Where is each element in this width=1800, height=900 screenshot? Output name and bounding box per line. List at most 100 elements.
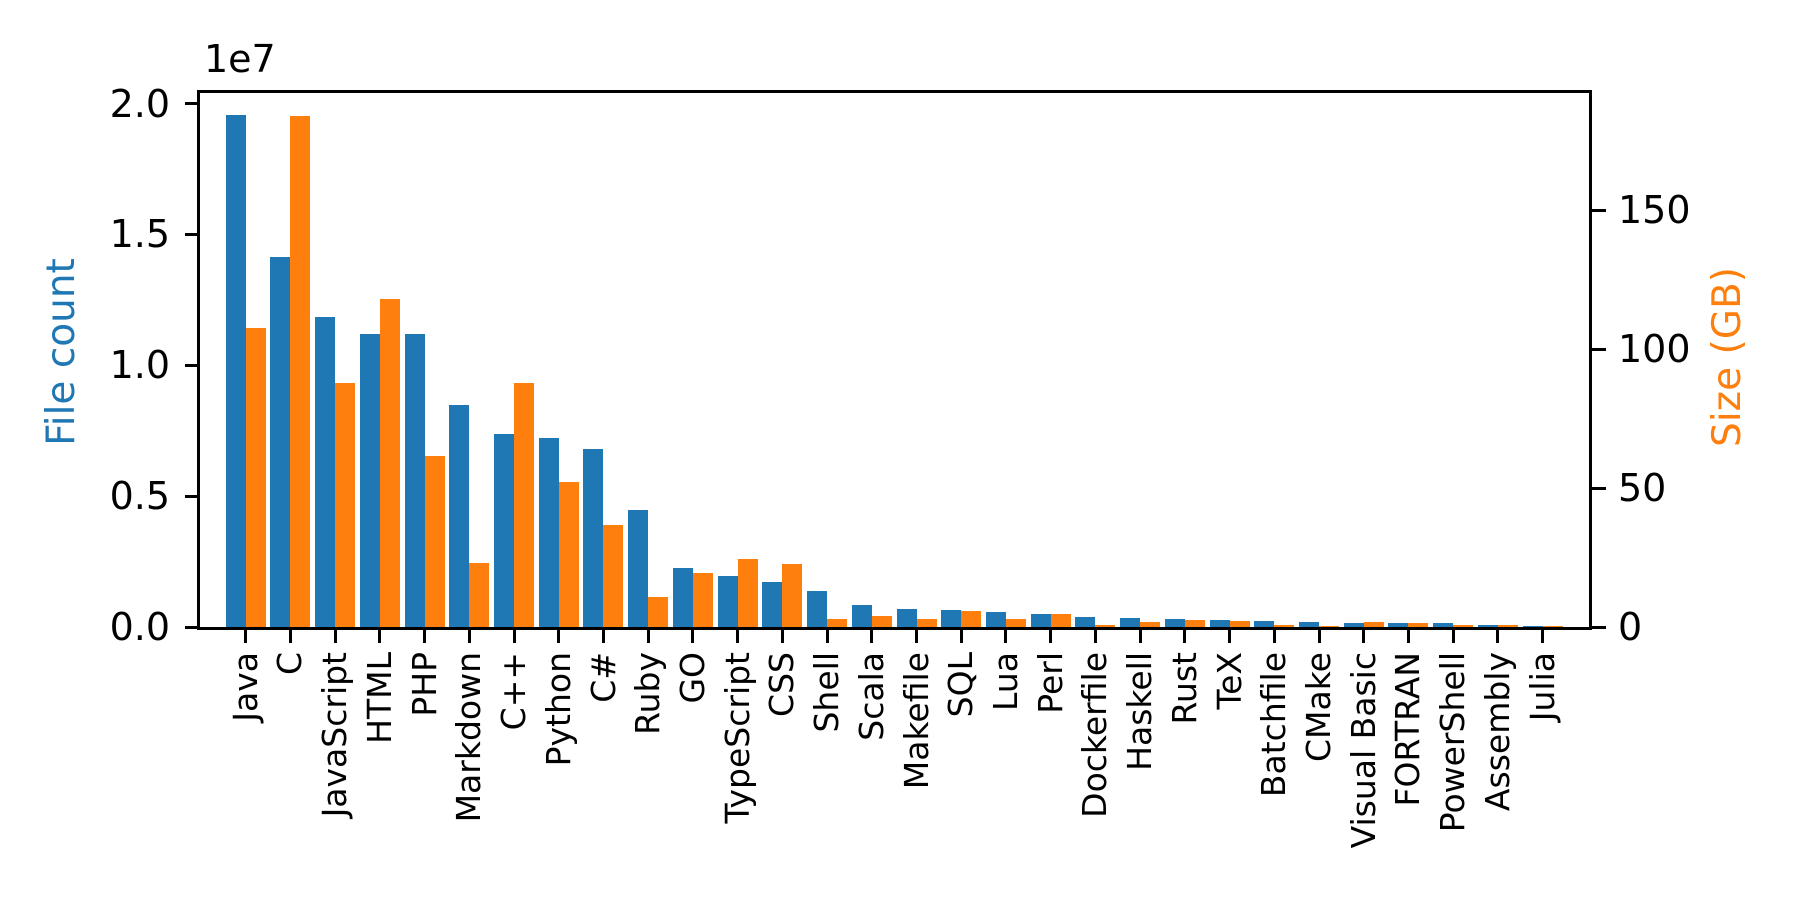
left-y-tick-label-0.5: 0.5 [109,474,170,519]
bar-size-gb-ruby [648,596,669,627]
bar-file-count-c [583,448,604,627]
bar-size-gb-go [692,573,713,627]
bar-file-count-sql [941,609,962,627]
bar-size-gb-java [245,327,266,627]
x-tick-label-c: C++ [494,652,533,731]
bar-size-gb-markdown [469,562,490,627]
x-tick-php [423,630,427,643]
x-tick-label-perl: Perl [1030,652,1070,714]
x-tick-label-cmake: CMake [1299,652,1338,762]
bar-file-count-php [404,334,425,627]
axis-offset-text: 1e7 [204,37,276,81]
right-y-tick-50 [1592,486,1606,490]
bar-size-gb-html [379,298,400,627]
x-tick-sql [959,630,963,643]
bar-size-gb-perl [1050,613,1071,627]
bar-size-gb-php [424,456,445,627]
bar-file-count-html [359,334,380,627]
x-tick-c [288,630,292,643]
bar-size-gb-scala [871,616,892,627]
bar-file-count-fortran [1388,623,1409,627]
bar-file-count-dockerfile [1075,617,1096,627]
bar-size-gb-typescript [737,558,758,627]
bar-size-gb-c [603,524,624,627]
x-tick-label-shell: Shell [807,652,847,733]
x-tick-markdown [467,630,471,643]
x-tick-label-html: HTML [359,652,399,744]
bar-size-gb-tex [1229,621,1250,627]
x-tick-python [557,630,561,643]
bar-size-gb-lua [1005,619,1026,627]
x-tick-c [512,630,516,643]
x-tick-label-c: C# [583,652,623,703]
bar-file-count-rust [1164,618,1185,627]
left-y-tick-0.5 [185,494,200,498]
right-y-tick-label-150: 150 [1618,188,1691,232]
x-tick-html [378,630,382,643]
x-tick-haskell [1138,630,1142,643]
x-tick-label-dockerfile: Dockerfile [1075,652,1115,818]
bar-file-count-c [270,256,291,627]
bar-size-gb-makefile [916,618,937,627]
x-tick-ruby [646,630,650,643]
x-tick-perl [1049,630,1053,643]
x-tick-label-typescript: TypeScript [717,652,757,824]
bar-size-gb-c [290,116,311,627]
x-tick-c [602,630,605,643]
bar-file-count-tex [1209,620,1230,627]
x-tick-assembly [1496,630,1500,643]
x-tick-cmake [1317,630,1321,643]
left-y-tick-1.5 [185,232,200,236]
bar-file-count-c [494,433,515,627]
x-tick-label-haskell: Haskell [1120,652,1160,771]
bar-size-gb-dockerfile [1095,625,1116,627]
x-tick-label-visual-basic: Visual Basic [1343,652,1383,849]
x-tick-label-markdown: Markdown [449,652,489,823]
right-y-tick-0 [1592,625,1606,629]
bar-file-count-batchfile [1254,620,1275,627]
bar-file-count-assembly [1477,624,1498,627]
plot-area [197,90,1592,630]
bar-file-count-makefile [896,609,917,627]
bar-size-gb-assembly [1497,624,1518,627]
x-tick-rust [1183,630,1187,643]
bar-file-count-cmake [1298,622,1319,627]
x-tick-label-makefile: Makefile [896,652,936,790]
bar-file-count-css [762,581,783,627]
right-y-tick-100 [1592,347,1606,351]
x-tick-label-powershell: PowerShell [1433,652,1473,833]
bar-file-count-powershell [1433,623,1454,627]
x-tick-label-css: CSS [762,652,802,717]
bar-file-count-ruby [628,509,649,627]
bar-size-gb-rust [1184,619,1205,627]
bar-size-gb-visual-basic [1363,621,1384,627]
bar-size-gb-javascript [335,382,356,627]
x-tick-label-batchfile: Batchfile [1254,652,1294,798]
x-tick-lua [1004,630,1008,643]
x-tick-powershell [1451,630,1455,643]
bar-size-gb-css [782,564,803,627]
left-y-tick-2.0 [185,102,200,105]
x-tick-label-python: Python [538,652,578,767]
left-y-tick-label-1.0: 1.0 [109,343,170,388]
bar-size-gb-powershell [1453,625,1474,627]
x-tick-batchfile [1272,630,1276,643]
bar-file-count-python [538,437,559,627]
x-tick-label-c: C [270,652,310,676]
bar-file-count-shell [807,590,828,627]
left-y-tick-label-0.0: 0.0 [109,605,170,649]
bar-file-count-scala [851,605,872,627]
bar-size-gb-haskell [1140,621,1161,627]
right-y-tick-150 [1592,208,1606,212]
bar-file-count-perl [1030,614,1051,627]
right-y-tick-label-50: 50 [1618,466,1667,510]
left-y-tick-1.0 [185,363,200,367]
x-tick-label-javascript: JavaScript [315,652,355,818]
bar-size-gb-sql [961,611,982,627]
left-y-tick-0.0 [185,625,200,629]
x-tick-label-php: PHP [404,652,444,717]
bar-file-count-go [672,567,693,627]
x-tick-label-rust: Rust [1164,652,1204,725]
bar-size-gb-shell [827,618,848,627]
